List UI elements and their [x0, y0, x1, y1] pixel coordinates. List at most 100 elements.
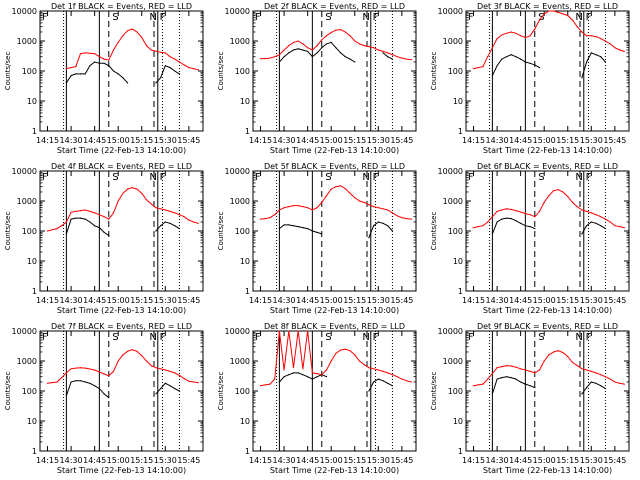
x-tick-label: 14:15 [462, 136, 485, 145]
y-tick-label: 10 [453, 97, 463, 106]
events-point [70, 381, 72, 383]
x-tick-label: 15:45 [603, 456, 626, 465]
events-point [377, 221, 379, 223]
lld-point [89, 210, 91, 212]
lld-point [515, 210, 517, 212]
lld-point [600, 38, 602, 40]
lld-point [401, 217, 403, 219]
events-point [84, 381, 86, 383]
lld-point [311, 209, 313, 211]
events-point [491, 75, 493, 77]
lld-point [61, 377, 63, 379]
events-point [595, 382, 597, 384]
x-tick-label: 14:30 [486, 136, 509, 145]
events-point [307, 50, 309, 53]
lld-point [292, 367, 295, 369]
lld-point [567, 356, 569, 358]
series-events-line [65, 380, 180, 399]
lld-point [174, 372, 176, 374]
events-point [174, 225, 176, 227]
events-point [108, 65, 110, 67]
lld-point [529, 370, 531, 372]
x-axis-label: Start Time (22-Feb-13 14:10:00) [483, 306, 612, 315]
chart-title: Det 6f BLACK = Events, RED = LLD [477, 162, 618, 171]
lld-point [548, 195, 550, 197]
lld-point [487, 378, 489, 380]
lld-point [505, 32, 508, 34]
y-tick-label: 10000 [225, 7, 250, 16]
y-tick-label: 10 [453, 257, 463, 266]
events-point [117, 73, 119, 75]
lld-point [472, 68, 475, 70]
x-axis-label: Start Time (22-Feb-13 14:10:00) [483, 146, 612, 155]
x-tick-label: 15:30 [367, 456, 390, 465]
lld-point [491, 216, 493, 218]
lld-point [496, 367, 498, 369]
events-point [164, 382, 166, 384]
lld-point [188, 219, 190, 221]
x-tick-label: 14:30 [273, 296, 296, 305]
lld-point [98, 214, 100, 216]
lld-point [84, 367, 86, 369]
events-point [84, 218, 86, 220]
events-point [586, 225, 588, 227]
interval-letter: S [538, 172, 544, 183]
lld-point [89, 52, 91, 54]
events-point [316, 376, 318, 378]
events-point [84, 73, 86, 75]
lld-point [307, 207, 309, 209]
lld-point [46, 382, 49, 384]
y-axis-label: Counts/sec [217, 372, 225, 411]
chart-title: Det 1f BLACK = Events, RED = LLD [51, 2, 192, 11]
x-axis-label: Start Time (22-Feb-13 14:10:00) [57, 306, 186, 315]
lld-point [363, 201, 365, 203]
lld-point [377, 207, 379, 209]
lld-point [501, 34, 503, 36]
lld-point [396, 376, 398, 378]
lld-point [553, 351, 555, 353]
series-lld-line [473, 350, 625, 387]
lld-point [141, 37, 143, 39]
y-tick-label: 100 [235, 227, 250, 236]
lld-point [145, 45, 148, 47]
x-axis-label: Start Time (22-Feb-13 14:10:00) [270, 466, 399, 475]
interval-letter: F [373, 332, 379, 343]
y-axis-label: Counts/sec [4, 372, 12, 411]
interval-letter: N [149, 172, 156, 183]
events-point [510, 54, 512, 56]
lld-point [65, 372, 67, 374]
x-tick-label: 15:00 [320, 296, 343, 305]
lld-point [340, 349, 342, 351]
lld-point [472, 227, 475, 229]
x-tick-label: 15:15 [556, 456, 579, 465]
events-point [292, 372, 295, 374]
lld-point [586, 369, 588, 371]
series-events-line [279, 221, 393, 238]
x-tick-label: 15:45 [177, 136, 200, 145]
lld-point [127, 350, 129, 352]
lld-point [358, 200, 361, 202]
events-point [316, 231, 318, 233]
x-tick-label: 15:45 [390, 136, 413, 145]
lld-point [562, 191, 564, 193]
interval-letter: S [325, 172, 331, 183]
events-point [505, 217, 508, 219]
events-point [65, 395, 67, 397]
x-tick-label: 15:45 [603, 296, 626, 305]
y-tick-label: 100 [22, 67, 37, 76]
lld-point [482, 225, 484, 227]
lld-point [553, 190, 555, 192]
y-tick-label: 10 [240, 417, 250, 426]
detector-panel: 1 10 100 1000 10000 14:15 14:30 14:45 15:00 15:15… [4, 162, 204, 315]
lld-point [391, 374, 393, 376]
x-tick-label: 15:30 [367, 136, 390, 145]
y-tick-label: 1 [245, 287, 250, 296]
lld-point [349, 350, 351, 352]
lld-point [477, 226, 479, 228]
lld-point [188, 380, 190, 382]
lld-point [590, 35, 592, 37]
lld-point [193, 68, 195, 70]
x-tick-label: 15:15 [130, 136, 153, 145]
interval-letter: N [575, 172, 582, 183]
lld-point [131, 349, 133, 351]
